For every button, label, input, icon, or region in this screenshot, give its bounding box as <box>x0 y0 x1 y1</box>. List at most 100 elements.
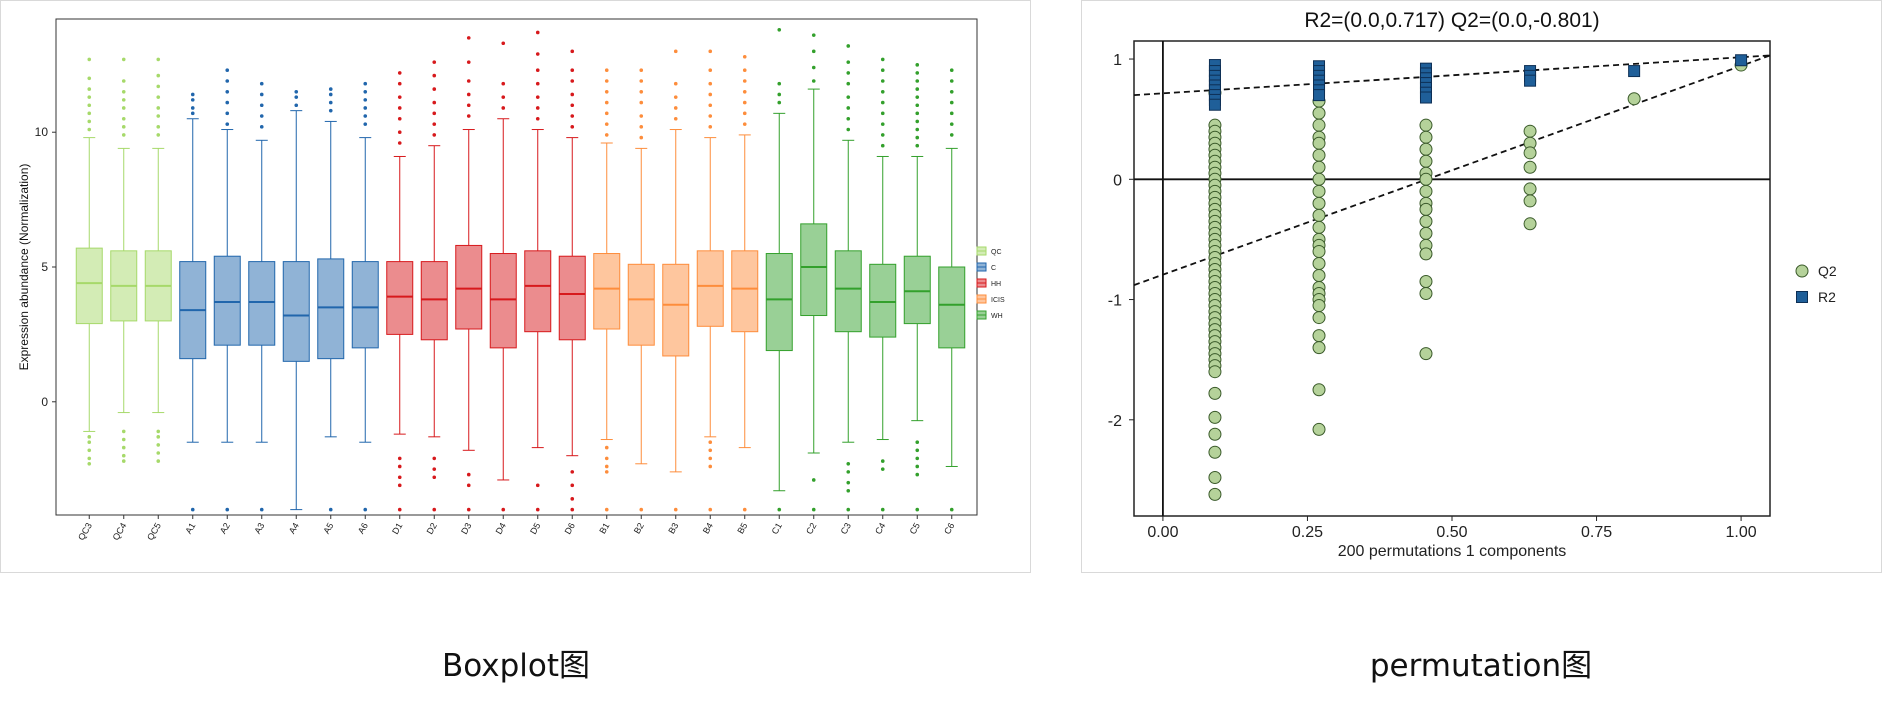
y-tick-label: 0 <box>41 395 48 409</box>
outlier-point <box>880 111 885 116</box>
outlier-point <box>570 470 575 474</box>
outlier-point <box>466 472 471 477</box>
outlier-point <box>742 122 747 126</box>
outlier-point <box>156 125 161 129</box>
outlier-point <box>811 33 816 37</box>
outlier-point <box>915 119 920 124</box>
legend-label: WH <box>991 313 1003 320</box>
outlier-point <box>777 507 782 512</box>
outlier-point <box>949 100 954 105</box>
outlier-point <box>880 133 885 137</box>
y-tick-label: 1 <box>1113 52 1122 69</box>
outlier-point <box>639 68 644 73</box>
outlier-point <box>915 111 920 116</box>
box-C1 <box>765 27 793 512</box>
x-tick-label: C4 <box>873 521 887 536</box>
outlier-point <box>570 507 575 512</box>
q2-point <box>1312 106 1326 120</box>
outlier-point <box>811 65 816 70</box>
outlier-point <box>432 133 437 137</box>
box-body <box>696 250 724 327</box>
outlier-point <box>604 79 609 83</box>
outlier-point <box>259 507 264 512</box>
outlier-point <box>156 57 161 62</box>
box-body <box>75 247 103 325</box>
outlier-point <box>294 95 299 99</box>
q2-point <box>1312 118 1326 132</box>
box-body <box>834 250 862 333</box>
outlier-point <box>501 507 506 512</box>
outlier-point <box>846 71 851 75</box>
q2-point <box>1312 160 1326 174</box>
outlier-point <box>742 111 747 116</box>
outlier-point <box>570 49 575 54</box>
x-tick-label: A2 <box>218 521 232 536</box>
x-tick-label: B4 <box>701 521 715 536</box>
q2-point <box>1419 214 1433 228</box>
x-tick-label: 0.25 <box>1292 524 1323 541</box>
outlier-point <box>639 100 644 105</box>
outlier-point <box>294 103 299 108</box>
outlier-point <box>846 106 851 110</box>
x-tick-label: B1 <box>597 521 611 536</box>
outlier-point <box>846 81 851 86</box>
outlier-point <box>604 111 609 116</box>
outlier-point <box>121 98 126 102</box>
outlier-point <box>846 461 851 466</box>
x-tick-label: C1 <box>770 521 784 536</box>
outlier-point <box>432 507 437 512</box>
outlier-point <box>225 100 230 105</box>
outlier-point <box>87 435 92 439</box>
outlier-point <box>880 459 885 463</box>
outlier-point <box>880 467 885 471</box>
outlier-point <box>570 497 575 501</box>
x-tick-label: QC3 <box>76 521 94 542</box>
outlier-point <box>777 92 782 97</box>
outlier-point <box>673 106 678 110</box>
outlier-point <box>397 141 402 145</box>
outlier-point <box>708 125 713 129</box>
y-tick-label: 0 <box>1113 172 1122 189</box>
box-body <box>420 261 448 341</box>
outlier-point <box>846 60 851 64</box>
x-tick-label: D1 <box>390 521 404 536</box>
outlier-point <box>915 464 920 469</box>
outlier-point <box>570 92 575 97</box>
outlier-point <box>639 89 644 94</box>
outlier-point <box>87 119 92 124</box>
outlier-point <box>915 440 920 445</box>
outlier-point <box>604 445 609 450</box>
box-C3 <box>834 44 862 512</box>
outlier-point <box>466 92 471 97</box>
box-body <box>282 261 310 362</box>
legend-label: R2 <box>1818 289 1836 305</box>
outlier-point <box>673 81 678 86</box>
outlier-point <box>880 143 885 148</box>
outlier-point <box>846 507 851 512</box>
outlier-point <box>742 507 747 512</box>
y-axis-label: Expression abundance (Normalization) <box>17 164 31 371</box>
outlier-point <box>121 57 126 62</box>
outlier-point <box>846 116 851 121</box>
q2-point <box>1419 184 1433 198</box>
outlier-point <box>708 68 713 73</box>
outlier-point <box>604 100 609 105</box>
outlier-point <box>708 456 713 461</box>
x-tick-label: 1.00 <box>1726 524 1757 541</box>
x-tick-label: QC5 <box>145 521 163 542</box>
box-body <box>317 258 345 360</box>
q2-point <box>1312 299 1326 313</box>
q2-point <box>1419 130 1433 144</box>
legend-label: Q2 <box>1818 263 1837 279</box>
outlier-point <box>121 445 126 450</box>
outlier-point <box>259 92 264 97</box>
box-D2 <box>420 60 448 512</box>
y-tick-label: 10 <box>35 125 49 139</box>
box-C6 <box>938 68 966 512</box>
box-body <box>489 253 517 349</box>
outlier-point <box>121 116 126 121</box>
box-C4 <box>869 57 897 512</box>
box-D1 <box>386 71 414 512</box>
box-body <box>903 255 931 325</box>
outlier-point <box>397 456 402 461</box>
